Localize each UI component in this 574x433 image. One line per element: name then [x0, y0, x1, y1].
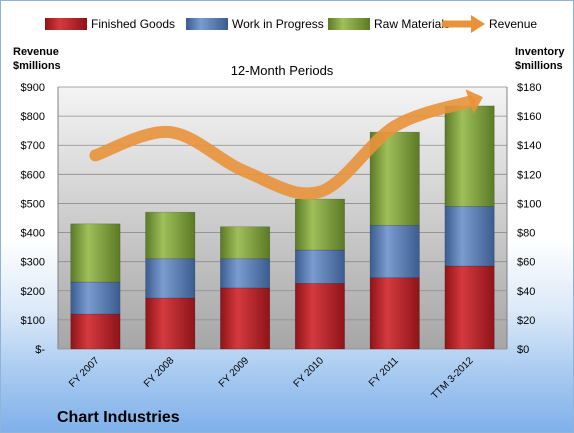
right-tick-label: $120	[517, 169, 541, 181]
bar-raw-materials-fy-2009	[220, 226, 271, 260]
left-tick-label: $400	[21, 228, 45, 240]
right-tick-label: $160	[517, 111, 541, 123]
bar-work-in-progress-fy-2010	[294, 249, 345, 284]
category-label: FY 2009	[217, 355, 252, 390]
right-tick-label: $140	[517, 140, 541, 152]
right-tick-label: $60	[517, 257, 535, 269]
bar-work-in-progress-fy-2011	[369, 224, 420, 278]
legend-label-revenue: Revenue	[489, 17, 537, 31]
bar-finished-goods-fy-2011	[369, 277, 420, 350]
bar-finished-goods-ttm-3-2012	[444, 265, 495, 350]
revenue-line-path	[89, 95, 476, 200]
left-tick-label: $-	[35, 344, 45, 356]
right-axis-title-line1: Inventory	[515, 46, 565, 58]
bar-finished-goods-fy-2007	[70, 313, 121, 350]
left-tick-label: $500	[21, 198, 45, 210]
right-tick-label: $40	[517, 286, 535, 298]
bar-raw-materials-fy-2010	[294, 198, 345, 251]
legend-swatch-work-in-progress	[186, 18, 228, 30]
left-tick-label: $300	[21, 257, 45, 269]
left-axis-title-line2: $millions	[13, 60, 61, 72]
left-tick-label: $900	[21, 82, 45, 94]
left-tick-label: $800	[21, 111, 45, 123]
right-axis-title-line2: $millions	[515, 60, 563, 72]
revenue-arrowhead	[465, 89, 483, 114]
bar-raw-materials-ttm-3-2012	[444, 105, 495, 207]
revenue-line	[89, 89, 483, 200]
right-tick-label: $100	[517, 198, 541, 210]
left-axis-title-line1: Revenue	[13, 46, 59, 58]
bar-raw-materials-fy-2008	[145, 211, 196, 260]
left-tick-label: $100	[21, 315, 45, 327]
left-tick-label: $200	[21, 286, 45, 298]
bar-raw-materials-fy-2007	[70, 223, 121, 283]
category-label: FY 2011	[367, 355, 401, 389]
bar-finished-goods-fy-2008	[145, 297, 196, 350]
legend-swatch-finished-goods	[45, 18, 87, 30]
right-tick-label: $180	[517, 82, 541, 94]
legend: Finished Goods Work in Progress Raw Mate…	[45, 15, 537, 33]
category-label: TTM 3-2012	[429, 355, 476, 402]
bar-finished-goods-fy-2009	[220, 287, 271, 350]
legend-label-finished-goods: Finished Goods	[91, 17, 175, 31]
bar-work-in-progress-fy-2007	[70, 281, 121, 315]
legend-arrowhead-revenue	[471, 15, 485, 33]
chart-title: 12-Month Periods	[231, 63, 334, 78]
left-tick-label: $600	[21, 169, 45, 181]
category-label: FY 2007	[67, 355, 102, 390]
bar-finished-goods-fy-2010	[294, 283, 345, 350]
legend-label-work-in-progress: Work in Progress	[232, 17, 324, 31]
company-name: Chart Industries	[57, 409, 180, 426]
right-tick-label: $80	[517, 228, 535, 240]
category-label: FY 2010	[292, 355, 327, 390]
left-tick-label: $700	[21, 140, 45, 152]
tick-labels: $- $0 $100 $20 $200 $40 $300 $60 $400 $80 $500 $100…	[21, 82, 542, 402]
legend-swatch-raw-materials	[328, 18, 370, 30]
right-tick-label: $0	[517, 344, 529, 356]
bar-work-in-progress-ttm-3-2012	[444, 206, 495, 267]
right-tick-label: $20	[517, 315, 535, 327]
legend-label-raw-materials: Raw Materials	[374, 17, 450, 31]
bar-work-in-progress-fy-2008	[145, 258, 196, 299]
plot-area	[58, 87, 507, 349]
bar-work-in-progress-fy-2009	[220, 258, 271, 289]
category-label: FY 2008	[142, 355, 177, 390]
bars	[70, 105, 495, 350]
